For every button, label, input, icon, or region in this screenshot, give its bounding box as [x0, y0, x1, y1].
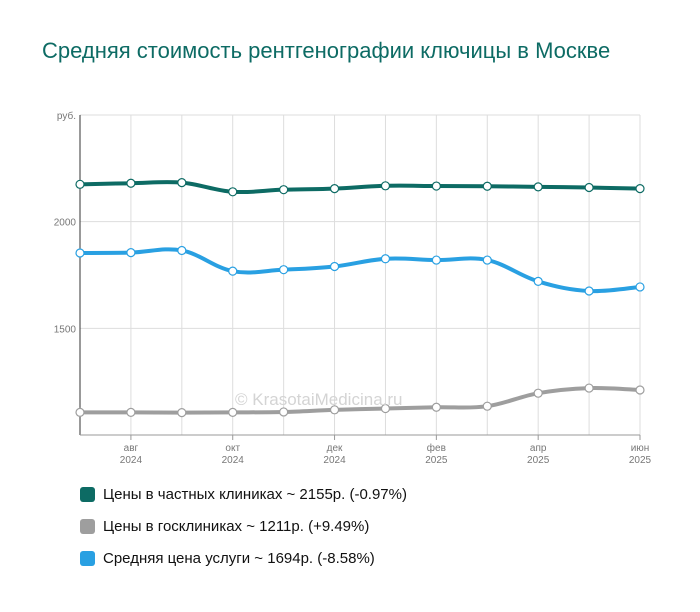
data-point-public	[228, 407, 238, 417]
x-tick-label-year: 2025	[425, 455, 448, 466]
data-point-average	[75, 248, 85, 258]
data-point-average	[126, 248, 136, 258]
data-point-public	[329, 405, 340, 415]
x-tick-label-year: 2025	[527, 455, 550, 466]
x-tick-label-year: 2024	[323, 455, 346, 466]
data-point-private	[329, 184, 340, 194]
series-line-average	[78, 247, 642, 294]
x-tick-label-year: 2024	[222, 455, 245, 466]
data-point-private	[126, 178, 136, 188]
data-point-public	[279, 407, 289, 417]
data-point-private	[584, 182, 594, 193]
legend-swatch-average	[80, 550, 95, 566]
data-point-average	[177, 245, 187, 256]
data-point-private	[431, 181, 441, 191]
y-tick-label: 1500	[54, 324, 77, 335]
data-point-private	[75, 179, 85, 189]
legend: Цены в частных клиниках ~ 2155р. (-0.97%…	[80, 484, 407, 580]
data-point-average	[533, 276, 543, 286]
x-tick-label-month: окт	[225, 443, 240, 454]
data-point-public	[177, 408, 187, 418]
legend-item-private[interactable]: Цены в частных клиниках ~ 2155р. (-0.97%…	[80, 484, 407, 504]
data-point-private	[380, 181, 391, 191]
series-line-private	[78, 180, 642, 195]
x-tick-label-year: 2025	[629, 455, 652, 466]
data-point-average	[228, 266, 238, 276]
x-tick-label-month: фев	[427, 442, 446, 454]
data-point-average	[329, 261, 340, 272]
legend-item-average[interactable]: Средняя цена услуги ~ 1694р. (-8.58%)	[80, 548, 407, 568]
data-point-public	[126, 407, 136, 417]
data-point-private	[482, 181, 492, 191]
data-point-private	[228, 187, 238, 197]
series-points	[75, 178, 645, 418]
data-point-public	[75, 407, 85, 417]
data-point-public	[431, 402, 441, 412]
data-point-public	[533, 388, 543, 398]
data-point-private	[533, 182, 543, 192]
legend-item-public[interactable]: Цены в госклиниках ~ 1211р. (+9.49%)	[80, 516, 407, 536]
x-tick-label-month: авг	[124, 443, 139, 454]
data-point-public	[635, 385, 645, 395]
x-tick-label-year: 2024	[120, 455, 143, 466]
legend-label-private: Цены в частных клиниках ~ 2155р. (-0.97%…	[103, 485, 407, 503]
data-point-public	[482, 401, 492, 411]
legend-swatch-public	[80, 518, 95, 534]
data-point-average	[584, 286, 594, 296]
y-unit-label: руб.	[57, 110, 76, 122]
data-point-average	[279, 265, 289, 275]
data-point-public	[584, 383, 594, 393]
watermark: © KrasotaiMedicina.ru	[235, 390, 403, 409]
legend-label-public: Цены в госклиниках ~ 1211р. (+9.49%)	[103, 517, 370, 535]
series-lines	[78, 180, 642, 415]
legend-swatch-private	[80, 486, 95, 502]
x-tick-label-month: апр	[530, 443, 547, 454]
legend-label-average: Средняя цена услуги ~ 1694р. (-8.58%)	[103, 549, 375, 567]
chart-title: Средняя стоимость рентгенографии ключицы…	[42, 38, 611, 63]
data-point-average	[635, 282, 645, 292]
axes: руб.15002000авг2024окт2024дек2024фев2025…	[54, 110, 652, 466]
y-tick-label: 2000	[54, 218, 77, 229]
data-point-private	[279, 185, 289, 195]
data-point-public	[380, 403, 391, 414]
data-point-private	[177, 178, 187, 188]
data-point-average	[482, 255, 492, 265]
grid	[79, 114, 641, 435]
data-point-private	[635, 184, 645, 194]
x-tick-label-month: июн	[631, 443, 650, 454]
data-point-average	[431, 255, 441, 265]
x-tick-label-month: дек	[327, 443, 343, 454]
data-point-average	[380, 254, 391, 264]
